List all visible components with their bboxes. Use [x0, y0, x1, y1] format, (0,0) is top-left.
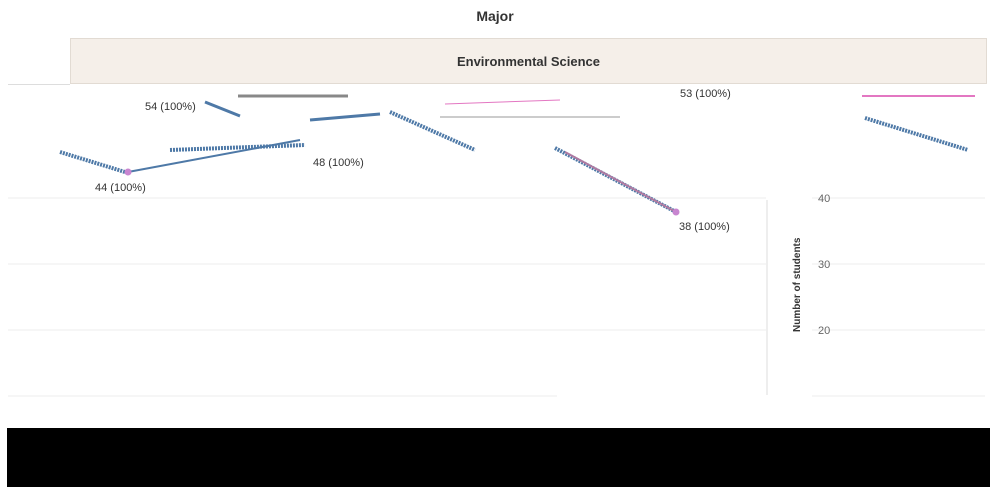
- artifact-line: [444, 99, 561, 105]
- y-tick-label: 30: [818, 259, 830, 271]
- major-band-label: Environmental Science: [456, 54, 601, 69]
- series-line-segment: [389, 110, 476, 152]
- label-layer: 54 (100%) 44 (100%) 48 (100%) 38 (100%) 53 (…: [95, 88, 731, 233]
- data-label: 54 (100%): [145, 101, 196, 113]
- occluded-region: [7, 428, 990, 487]
- y-axis-title: Number of students: [792, 237, 803, 332]
- line-layer: [59, 94, 975, 214]
- major-title: Major: [476, 8, 514, 24]
- major-header-band: Environmental Science: [70, 38, 987, 84]
- data-label: 38 (100%): [679, 221, 730, 233]
- series-line-segment: [864, 116, 969, 152]
- grid-layer: [8, 197, 985, 397]
- series-line-segment: [127, 139, 301, 173]
- render-glitch-mask: [557, 395, 767, 430]
- header-divider: [8, 84, 70, 85]
- y-tick-label: 40: [818, 193, 830, 205]
- series-line-segment: [59, 150, 126, 174]
- marker-layer: [124, 168, 680, 216]
- data-label: 48 (100%): [313, 157, 364, 169]
- data-point-marker: [672, 208, 680, 216]
- render-glitch-mask: [680, 112, 770, 150]
- data-label: 53 (100%): [680, 88, 731, 100]
- axis-layer: 20304050Number of students: [638, 113, 830, 429]
- y-tick-label: 20: [818, 325, 830, 337]
- series-line-segment: [169, 143, 306, 152]
- data-point-marker: [124, 168, 132, 176]
- series-line-highlight: [564, 151, 677, 213]
- data-label: 44 (100%): [95, 182, 146, 194]
- series-line-segment: [309, 112, 381, 122]
- series-line-segment: [204, 100, 241, 118]
